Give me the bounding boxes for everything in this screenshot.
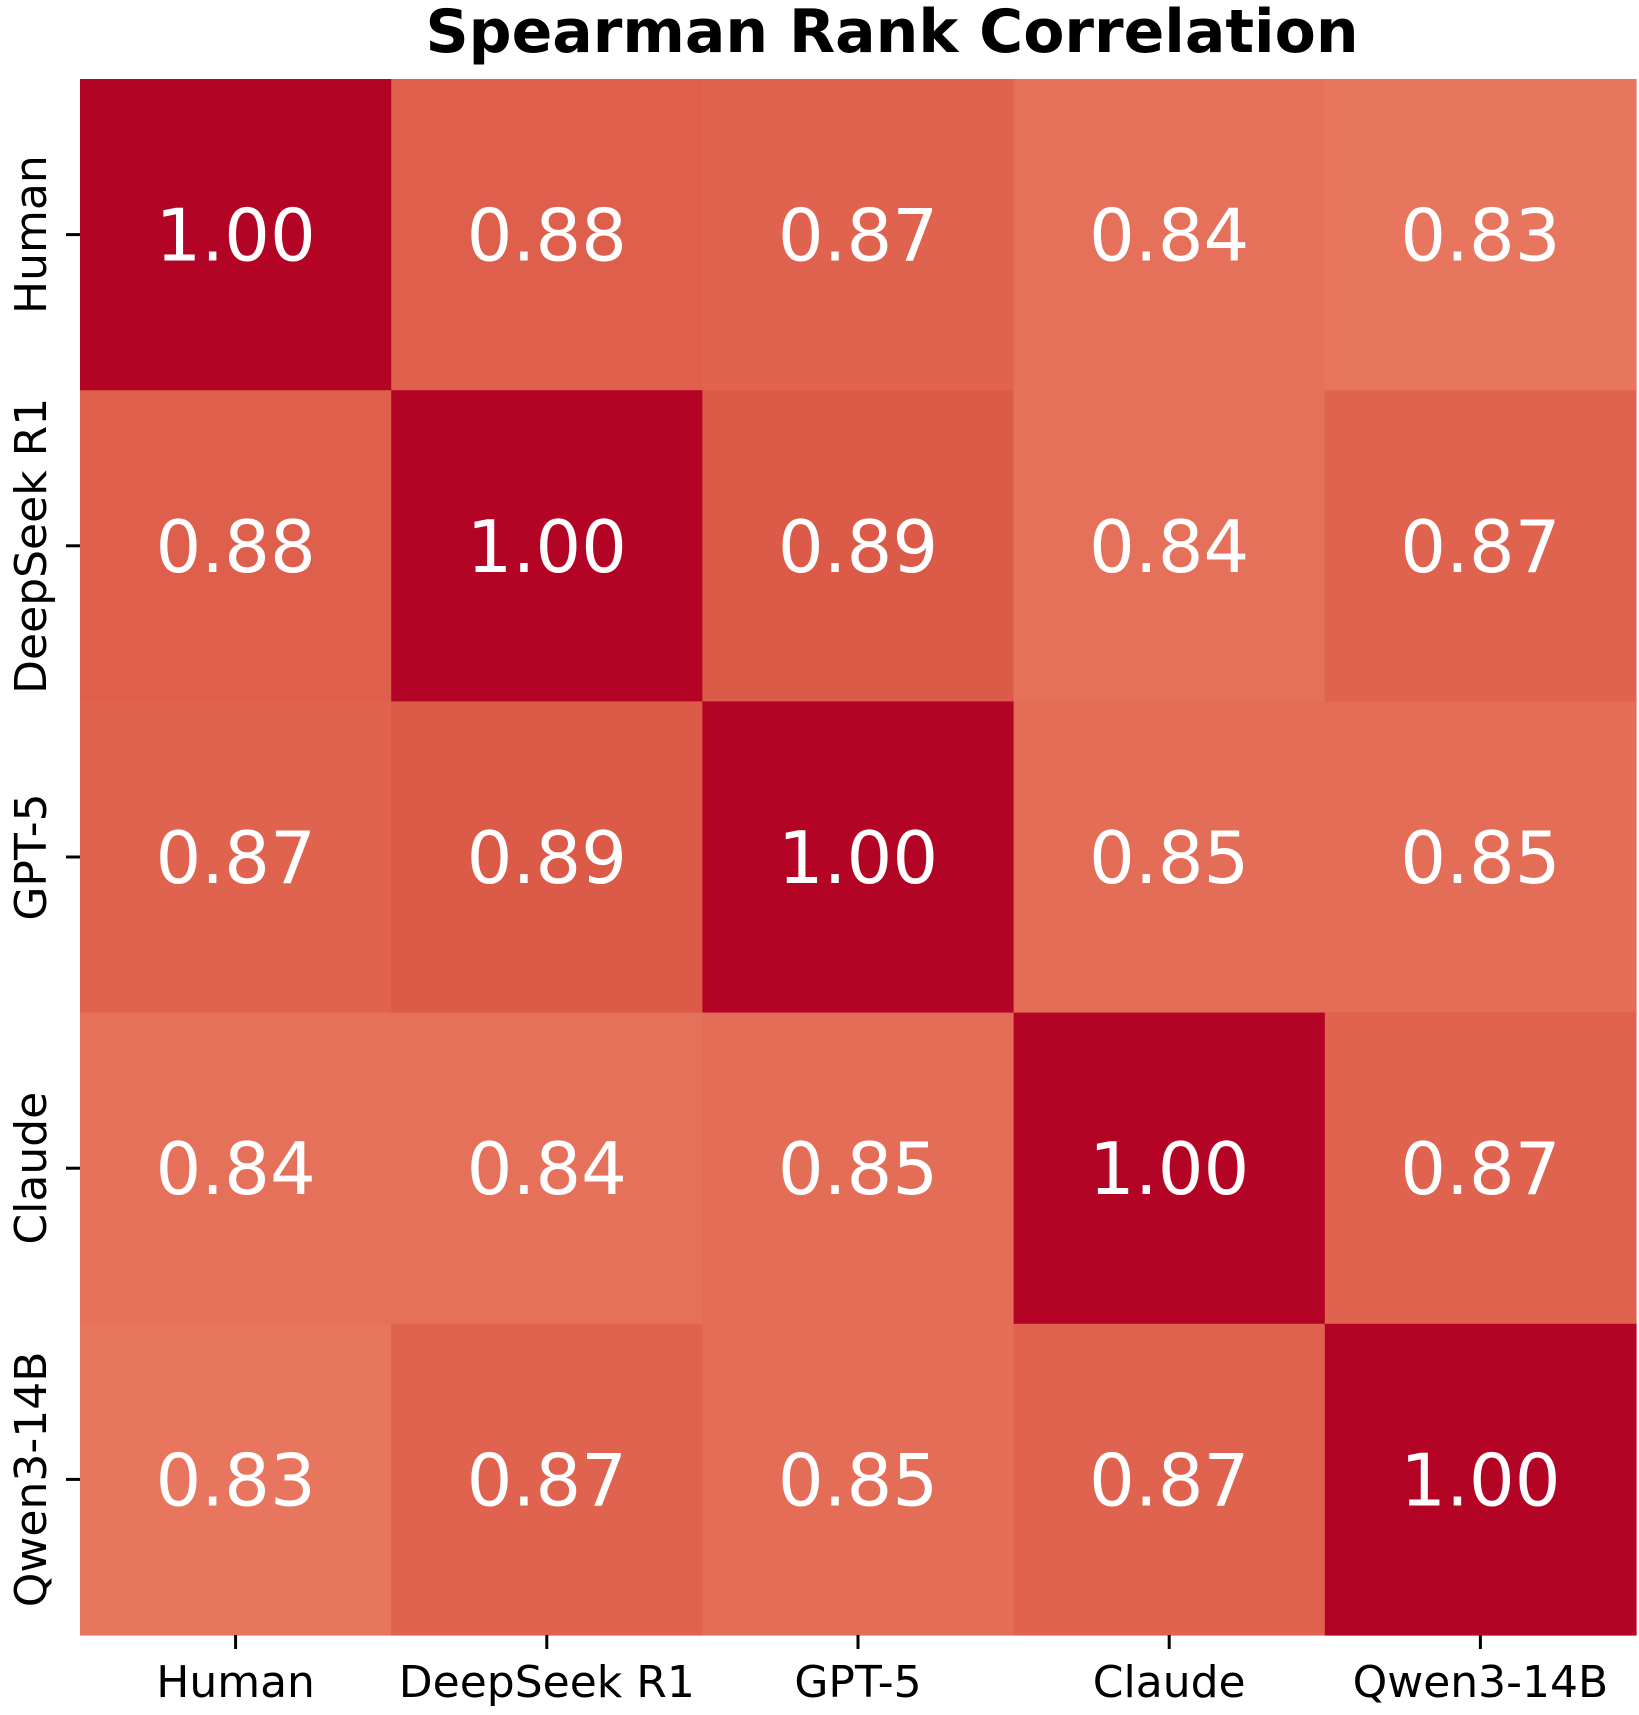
cell-value-label: 0.87	[467, 1438, 627, 1522]
y-tick-label: Qwen3-14B	[6, 1352, 57, 1608]
cell-value-label: 0.84	[467, 1127, 627, 1211]
heatmap-cell-r0-c2	[702, 79, 1015, 391]
heatmap-cell-r3-c1	[391, 1012, 703, 1325]
heatmap-cell-r0-c3	[1013, 79, 1326, 391]
y-tick-label: GPT-5	[6, 793, 57, 920]
cell-value-label: 0.84	[155, 1127, 315, 1211]
cell-value-label: 0.87	[1400, 505, 1560, 589]
heatmap-cell-r2-c0	[80, 701, 392, 1014]
heatmap-cell-r0-c4	[1324, 79, 1637, 391]
cell-value-label: 0.87	[1400, 1127, 1560, 1211]
cell-value-label: 0.85	[1089, 816, 1249, 900]
cell-value-label: 0.89	[778, 505, 938, 589]
heatmap-cell-r1-c4	[1324, 390, 1637, 702]
heatmap-cell-r4-c4	[1324, 1323, 1637, 1636]
cell-value-label: 0.83	[1400, 194, 1560, 278]
cell-value-label: 1.00	[155, 194, 315, 278]
heatmap-cell-r1-c3	[1013, 390, 1326, 702]
y-tick-label: Claude	[6, 1092, 57, 1245]
heatmap-cell-r4-c2	[702, 1323, 1015, 1636]
heatmap-cell-r0-c0	[80, 79, 392, 391]
heatmap-cell-r0-c1	[391, 79, 703, 391]
heatmap-cell-r3-c0	[80, 1012, 392, 1325]
heatmap-cell-r2-c2	[702, 701, 1015, 1014]
heatmap-cell-r2-c1	[391, 701, 703, 1014]
heatmap-cell-r3-c2	[702, 1012, 1015, 1325]
cell-value-label: 1.00	[778, 816, 938, 900]
cell-value-label: 0.88	[155, 505, 315, 589]
cell-value-label: 0.83	[155, 1438, 315, 1522]
x-tick-label: Human	[156, 1657, 315, 1708]
heatmap-axes: Human DeepSeek R1 GPT-5 Claude Qwen3-14B Huma…	[6, 155, 1608, 1708]
heatmap-cell-r3-c4	[1324, 1012, 1637, 1325]
cell-value-label: 0.87	[1089, 1438, 1249, 1522]
heatmap-cell-r4-c1	[391, 1323, 703, 1636]
heatmap-cell-r2-c4	[1324, 701, 1637, 1014]
heatmap-cell-r1-c0	[80, 390, 392, 702]
x-tick-label: DeepSeek R1	[399, 1657, 695, 1708]
x-tick-label: Qwen3-14B	[1353, 1657, 1609, 1708]
cell-value-label: 0.87	[155, 816, 315, 900]
heatmap-cell-r1-c1	[391, 390, 703, 702]
cell-value-label: 0.88	[467, 194, 627, 278]
x-tick-label: Claude	[1093, 1657, 1246, 1708]
heatmap-cell-r2-c3	[1013, 701, 1326, 1014]
cell-value-label: 1.00	[1400, 1438, 1560, 1522]
cell-value-label: 0.84	[1089, 505, 1249, 589]
cell-value-label: 0.84	[1089, 194, 1249, 278]
heatmap-cell-r1-c2	[702, 390, 1015, 702]
cell-value-label: 0.85	[778, 1438, 938, 1522]
heatmap-cell-r4-c3	[1013, 1323, 1326, 1636]
heatmap-cell-r4-c0	[80, 1323, 392, 1636]
y-tick-label: DeepSeek R1	[6, 398, 57, 694]
heatmap-cell-r3-c3	[1013, 1012, 1326, 1325]
cell-value-label: 1.00	[467, 505, 627, 589]
cell-value-label: 0.85	[1400, 816, 1560, 900]
heatmap-cells: 1.00 0.88 0.87 0.84 0.83 0.88 1.00 0.89 0.84 0.87…	[80, 79, 1637, 1636]
x-tick-label: GPT-5	[794, 1657, 921, 1708]
cell-value-label: 0.85	[778, 1127, 938, 1211]
chart-title: Spearman Rank Correlation	[425, 0, 1358, 67]
cell-value-label: 1.00	[1089, 1127, 1249, 1211]
cell-value-label: 0.87	[778, 194, 938, 278]
cell-value-label: 0.89	[467, 816, 627, 900]
y-tick-label: Human	[6, 155, 57, 314]
